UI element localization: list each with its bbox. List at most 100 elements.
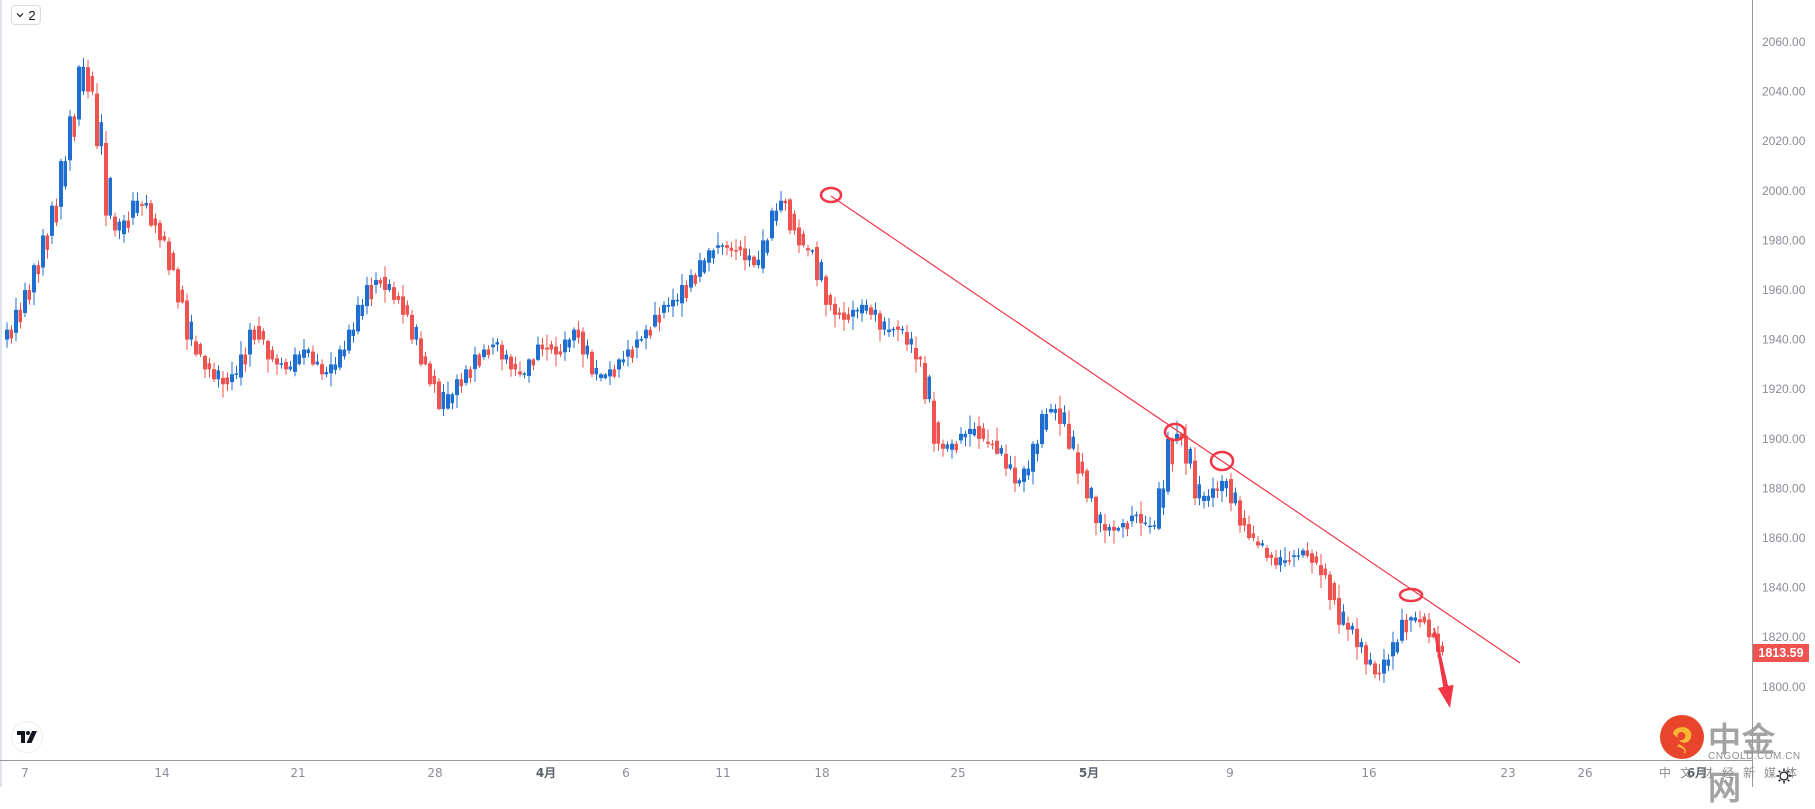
candle [1049,403,1057,421]
candle [1391,631,1399,670]
candle [1076,444,1084,485]
time-tick-label: 11 [715,766,730,780]
candle [428,361,436,393]
chart-canvas[interactable]: 2060.00 2040.00 2020.00 2000.00 1980.00 1960.… [0,0,1815,787]
candle [1094,495,1102,536]
candle [1040,408,1048,449]
last-price-badge: 1813.59 [1753,644,1809,662]
candle [248,322,256,367]
candle [1157,480,1165,531]
candle [833,297,841,328]
candle [509,354,517,377]
candle [41,229,49,276]
candle [626,340,634,367]
candle [1283,547,1291,568]
candle [635,331,643,359]
highlight-circle[interactable] [1163,422,1187,442]
candle [131,192,139,225]
candle [1139,501,1147,537]
candle [1130,505,1138,527]
chevron-down-icon [16,13,24,18]
candle [797,219,805,253]
candle [50,198,58,244]
candle [140,195,148,216]
drawing-annotations[interactable] [819,186,1521,708]
interval-collapse-button[interactable]: 2 [11,5,41,25]
price-tick-label: 2060.00 [1762,35,1806,49]
candle [545,334,553,361]
candle [896,320,904,342]
candle [851,300,859,330]
candle [203,354,211,379]
candle [1211,477,1219,508]
candle [1427,612,1435,644]
candle [1103,513,1111,544]
candle [86,59,94,99]
time-tick-label: 14 [154,766,169,780]
candle [716,232,724,255]
time-tick-label: 28 [427,766,442,780]
candle [491,337,499,355]
candle [32,260,40,306]
candle [158,219,166,248]
candle [185,293,193,351]
candle [365,276,373,315]
candle [752,250,760,269]
candle [680,274,688,317]
down-arrow[interactable] [1433,627,1454,708]
candle [374,272,382,294]
price-tick-label: 1920.00 [1762,382,1806,396]
candle [1058,395,1066,436]
candle [950,439,958,459]
candle [662,297,670,319]
time-tick-label: 7 [21,766,29,780]
tradingview-logo[interactable] [11,721,43,753]
candle [1220,474,1228,503]
time-tick-label: 25 [950,766,965,780]
candle [617,350,625,378]
time-tick-label: 23 [1500,766,1515,780]
candle [1364,641,1372,675]
candle [1346,616,1354,641]
candle [473,346,481,383]
candle [401,285,409,324]
price-axis-labels[interactable]: 2060.00 2040.00 2020.00 2000.00 1980.00 1960.… [1762,35,1806,694]
candle [1292,548,1300,567]
candle [5,322,13,348]
price-tick-label: 1840.00 [1762,581,1806,595]
highlight-circle[interactable] [1209,450,1235,472]
candlestick-series [5,58,1444,683]
time-tick-label: 21 [290,766,305,780]
candle [554,336,562,367]
candle [59,156,67,220]
candle [995,427,1003,456]
price-tick-label: 1980.00 [1762,233,1806,247]
time-tick-label: 6月 [1687,766,1707,780]
candle [194,335,202,357]
candle [959,427,967,447]
candle [581,327,589,368]
candle [815,241,823,287]
candle [338,340,346,371]
candle [230,361,238,391]
highlight-circle[interactable] [819,186,843,204]
candle [707,247,715,272]
candle [536,336,544,362]
candle [1274,549,1282,572]
candle [923,355,931,404]
candle [356,296,364,335]
candle [932,391,940,452]
highlight-circle[interactable] [1398,587,1424,603]
candle [806,244,814,257]
candle [167,237,175,276]
time-axis-labels[interactable]: 7 14 21 28 4月 6 11 18 25 5月 9 16 23 26 6月 [21,766,1707,780]
candle [437,378,445,417]
candle [1400,608,1408,644]
candle [563,331,571,361]
trendline[interactable] [830,195,1521,664]
candle [986,429,994,450]
settings-gear-icon[interactable] [1776,768,1792,784]
price-tick-label: 1800.00 [1762,680,1806,694]
candle [977,416,985,449]
